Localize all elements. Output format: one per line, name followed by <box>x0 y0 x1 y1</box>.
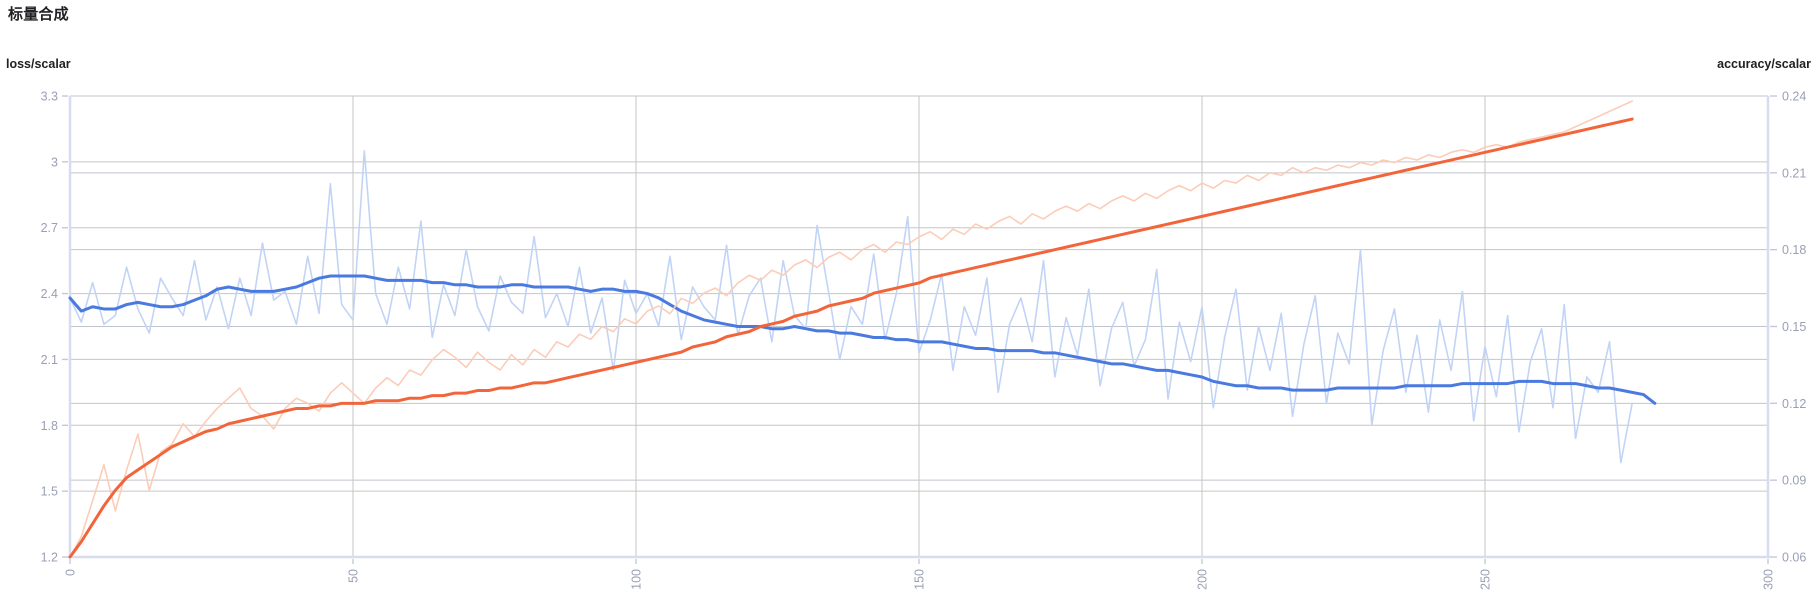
x-tick-label: 50 <box>347 569 361 583</box>
right-tick-label: 0.21 <box>1782 166 1806 180</box>
right-tick-label: 0.09 <box>1782 474 1806 488</box>
right-tick-label: 0.12 <box>1782 397 1806 411</box>
x-tick-label: 300 <box>1762 569 1776 590</box>
left-tick-label: 2.4 <box>41 287 58 301</box>
x-tick-labels: 0 50 100 150 200 250 300 <box>64 559 1776 590</box>
right-tick-label: 0.06 <box>1782 551 1806 565</box>
right-axis-title: accuracy/scalar <box>1717 57 1811 71</box>
chart-plot-area[interactable]: 3.3 3 2.7 2.4 2.1 1.8 1.5 1.2 0.24 0.21 0.18 0.15 0.… <box>0 80 1817 594</box>
left-tick-label: 1.5 <box>41 485 58 499</box>
right-tick-label: 0.15 <box>1782 320 1806 334</box>
left-axis-title: loss/scalar <box>6 57 71 71</box>
x-tick-label: 150 <box>913 569 927 590</box>
series-line-3 <box>68 117 1634 559</box>
right-tick-label: 0.24 <box>1782 90 1806 104</box>
x-tick-label: 0 <box>64 569 78 576</box>
x-tick-label: 200 <box>1196 569 1210 590</box>
left-tick-label: 3.3 <box>41 90 58 104</box>
series-line-2 <box>69 100 1633 558</box>
left-tick-label: 2.1 <box>41 353 58 367</box>
right-tick-label: 0.18 <box>1782 243 1806 257</box>
right-tick-labels: 0.24 0.21 0.18 0.15 0.12 0.09 0.06 <box>1770 90 1806 565</box>
series-group <box>68 100 1657 559</box>
series-line-0 <box>69 150 1633 464</box>
left-tick-label: 1.2 <box>41 551 58 565</box>
left-tick-label: 1.8 <box>41 419 58 433</box>
x-tick-label: 250 <box>1479 569 1493 590</box>
series-line-1 <box>68 274 1657 405</box>
page-title: 标量合成 <box>8 6 69 23</box>
left-tick-labels: 3.3 3 2.7 2.4 2.1 1.8 1.5 1.2 <box>41 90 68 565</box>
left-tick-label: 3 <box>51 155 58 169</box>
left-tick-label: 2.7 <box>41 221 58 235</box>
x-tick-label: 100 <box>630 569 644 590</box>
chart-svg[interactable]: 3.332.72.42.11.81.51.20.240.210.180.150.… <box>0 80 1817 594</box>
axis-lines <box>68 96 1770 559</box>
